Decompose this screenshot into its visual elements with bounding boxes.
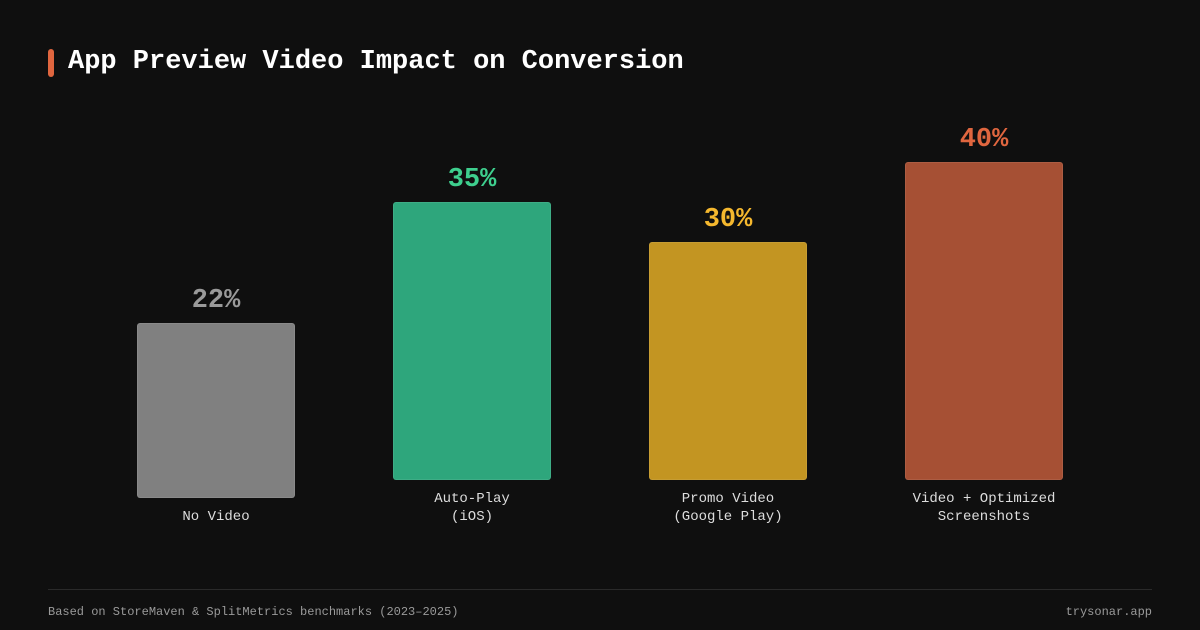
- title-accent: [48, 49, 54, 77]
- bar: [137, 323, 295, 498]
- bar: [905, 162, 1063, 480]
- bar: [393, 202, 551, 480]
- bar-group: 40% Video + Optimized Screenshots: [856, 100, 1112, 526]
- site-name: trysonar.app: [1065, 605, 1152, 619]
- source-note: Based on StoreMaven & SplitMetrics bench…: [48, 605, 459, 619]
- value-label: 40%: [959, 125, 1009, 156]
- category-label: No Video: [182, 509, 250, 525]
- bar-group: 30% Promo Video (Google Play): [600, 100, 856, 526]
- bar: [649, 241, 807, 480]
- footer-rule: [48, 589, 1152, 590]
- category-label: Promo Video (Google Play): [673, 491, 783, 525]
- bar-group: 35% Auto-Play (iOS): [344, 100, 600, 526]
- value-label: 30%: [703, 204, 753, 235]
- value-label: 22%: [191, 286, 241, 317]
- category-label: Auto-Play (iOS): [434, 491, 510, 525]
- plot: 22% No Video 35% Auto-Play (iOS) 30% Promo Vi…: [88, 100, 1112, 526]
- chart-title: App Preview Video Impact on Conversion: [68, 47, 684, 77]
- value-label: 35%: [447, 165, 497, 196]
- bar-group: 22% No Video: [88, 100, 344, 526]
- category-label: Video + Optimized Screenshots: [912, 491, 1056, 525]
